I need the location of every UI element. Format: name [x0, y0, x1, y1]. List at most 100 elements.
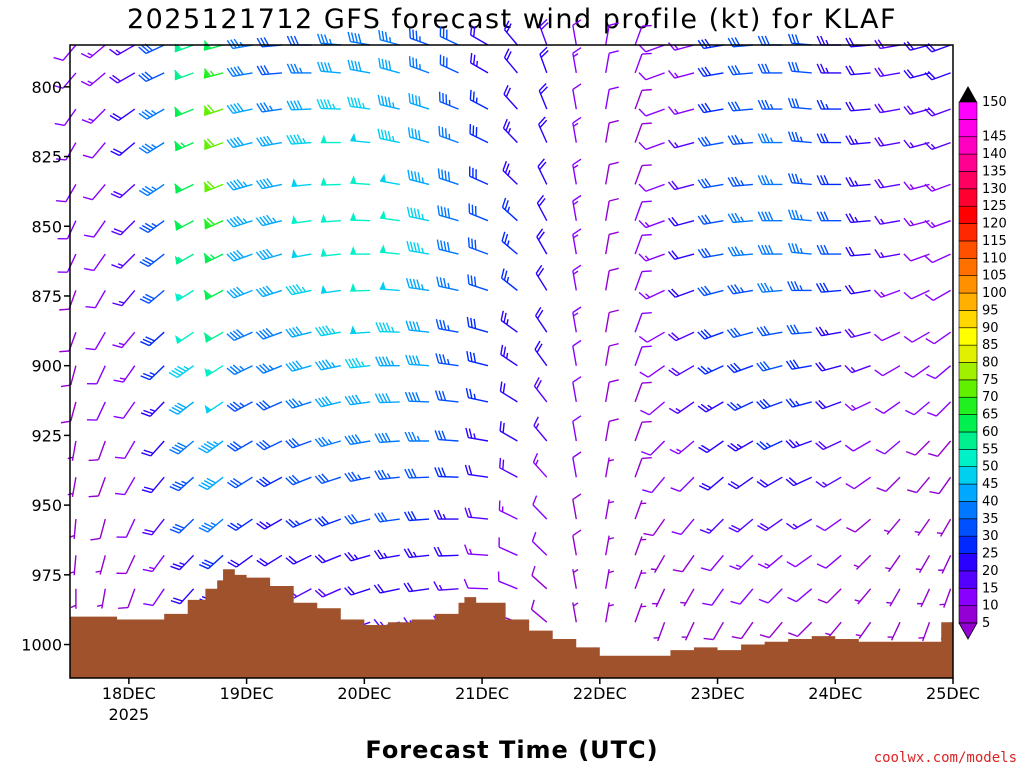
- wind-barb: [374, 512, 400, 523]
- wind-barb: [605, 86, 619, 110]
- wind-barb: [286, 134, 312, 145]
- wind-barb: [815, 440, 842, 451]
- wind-barb: [539, 18, 549, 46]
- wind-barb: [433, 581, 459, 591]
- wind-barb: [344, 514, 371, 525]
- wind-barb: [350, 282, 371, 292]
- wind-barb: [698, 476, 724, 491]
- wind-barb: [407, 127, 430, 144]
- wind-barb: [467, 274, 489, 292]
- wind-barb: [642, 476, 666, 494]
- wind-barb: [464, 507, 489, 520]
- wind-barb: [317, 33, 341, 46]
- wind-barb: [347, 96, 371, 110]
- wind-barb: [110, 183, 136, 199]
- wind-barb: [375, 322, 400, 333]
- wind-barb: [314, 515, 342, 527]
- wind-barb: [377, 128, 400, 144]
- wind-barb: [697, 401, 724, 413]
- wind-barb: [198, 554, 224, 570]
- wind-barb: [667, 42, 695, 51]
- wind-barb: [374, 432, 400, 444]
- wind-barb: [404, 391, 430, 403]
- wind-barb: [787, 242, 812, 255]
- wind-barb: [226, 364, 253, 376]
- wind-barb: [67, 440, 77, 461]
- colorbar-swatch: [958, 587, 978, 606]
- colorbar-swatch: [958, 240, 978, 259]
- colorbar-swatch: [958, 570, 978, 589]
- credit-link[interactable]: coolwx.com/models: [874, 750, 1017, 766]
- wind-barb: [227, 554, 253, 568]
- wind-barb: [466, 316, 489, 333]
- wind-barb: [874, 39, 901, 50]
- wind-barb: [170, 588, 195, 605]
- colorbar-label: 130: [982, 182, 1007, 197]
- wind-barb: [731, 621, 754, 640]
- wind-barb: [530, 599, 548, 623]
- wind-barb: [671, 518, 695, 536]
- wind-barb: [114, 476, 136, 496]
- wind-barb: [757, 554, 783, 569]
- wind-barb: [256, 554, 283, 567]
- wind-barb: [572, 158, 582, 185]
- wind-barb: [317, 61, 341, 74]
- wind-barb: [226, 249, 253, 262]
- colorbar-swatch: [958, 171, 978, 190]
- wind-barb: [116, 555, 136, 575]
- wind-barb: [314, 436, 341, 448]
- wind-barb: [918, 621, 931, 642]
- wind-barb: [815, 326, 842, 337]
- wind-barb: [885, 554, 901, 573]
- wind-barb: [634, 88, 652, 110]
- wind-barb: [142, 518, 165, 536]
- wind-barb: [285, 326, 312, 338]
- wind-barb: [756, 398, 783, 410]
- wind-barb: [845, 213, 871, 224]
- wind-barb: [464, 544, 489, 556]
- wind-barb: [405, 277, 430, 292]
- wind-barb: [168, 365, 195, 379]
- wind-barb: [634, 536, 647, 556]
- wind-barb: [787, 588, 813, 603]
- wind-barb: [57, 220, 77, 240]
- wind-barb: [697, 178, 724, 189]
- wind-barb: [138, 43, 165, 55]
- wind-barb: [815, 282, 842, 293]
- wind-barb: [173, 106, 194, 118]
- colorbar-label: 115: [982, 234, 1007, 249]
- colorbar-swatch: [958, 205, 978, 224]
- wind-barb: [434, 390, 459, 403]
- wind-barb: [88, 440, 106, 462]
- wind-barb: [757, 211, 783, 222]
- wind-barb: [634, 52, 652, 74]
- wind-barb: [903, 289, 930, 300]
- wind-barb: [855, 621, 872, 639]
- wind-barb: [634, 420, 652, 442]
- colorbar-label: 125: [982, 199, 1007, 214]
- wind-barb: [727, 246, 753, 257]
- wind-barb: [697, 285, 724, 297]
- wind-barb: [605, 499, 615, 520]
- colorbar-swatch: [958, 153, 978, 172]
- wind-barb: [672, 554, 695, 573]
- wind-barb: [226, 179, 253, 191]
- wind-barb: [405, 320, 430, 333]
- wind-barb: [203, 252, 224, 264]
- wind-barb: [344, 357, 371, 369]
- wind-barb: [605, 119, 619, 143]
- wind-barb: [379, 210, 400, 222]
- colorbar-swatch: [958, 414, 978, 433]
- wind-barb: [350, 175, 371, 186]
- wind-barb: [285, 437, 312, 449]
- wind-barb: [113, 401, 136, 419]
- wind-barb: [285, 554, 312, 565]
- wind-barb: [174, 253, 194, 265]
- wind-barb: [314, 396, 341, 408]
- wind-barb: [703, 621, 725, 641]
- wind-barb: [499, 381, 518, 403]
- wind-barb: [903, 253, 930, 262]
- wind-barb: [667, 180, 695, 191]
- wind-barb: [726, 327, 754, 339]
- wind-barb: [405, 354, 430, 367]
